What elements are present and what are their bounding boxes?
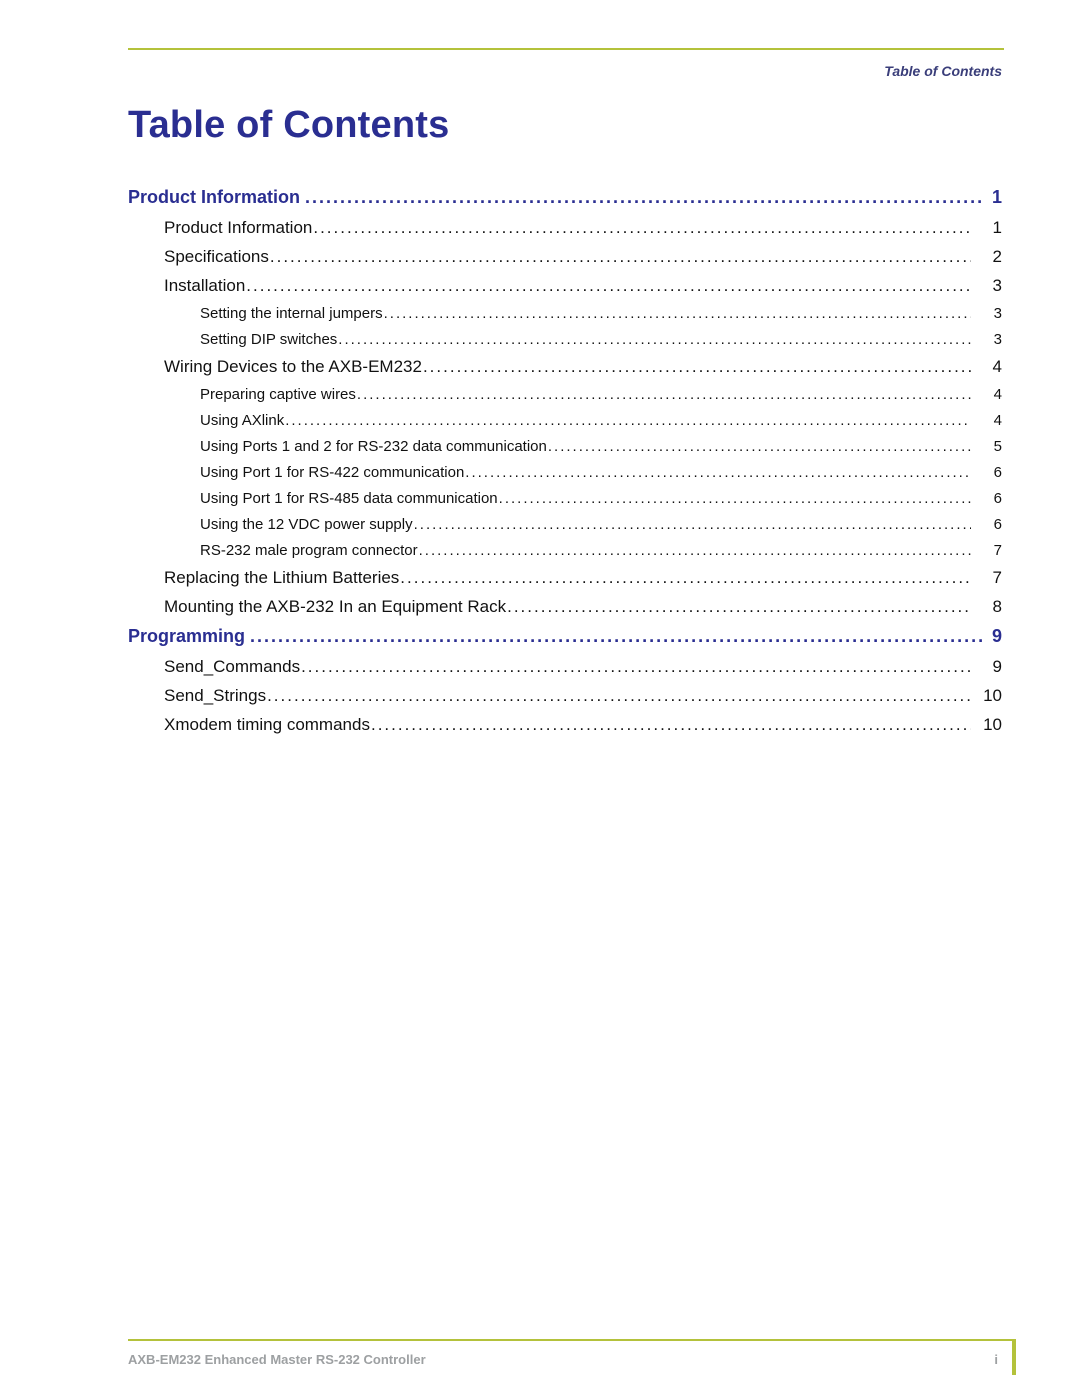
toc-leader-dots: [285, 412, 971, 429]
toc-entry-row: Using Port 1 for RS-485 data communicati…: [128, 490, 1002, 507]
toc-entry-page: 2: [972, 247, 1002, 267]
toc-leader-dots: [419, 542, 971, 559]
toc-entry-page: 3: [972, 276, 1002, 296]
toc-entry-row: Setting the internal jumpers 3: [128, 305, 1002, 322]
toc-section-row: Product Information 1: [128, 187, 1002, 208]
page-title: Table of Contents: [128, 104, 449, 147]
toc-entry-row: Setting DIP switches 3: [128, 331, 1002, 348]
toc-entry-row: Specifications 2: [128, 247, 1002, 267]
toc-section-row: Programming 9: [128, 626, 1002, 647]
toc-entry-label: Using Port 1 for RS-485 data communicati…: [200, 490, 498, 507]
footer-rule-line: [128, 1339, 1016, 1341]
toc-leader-dots: [507, 597, 971, 617]
toc-entry-page: 10: [972, 715, 1002, 735]
toc-entry-label: Using AXlink: [200, 412, 284, 429]
toc-entry-page: 4: [972, 386, 1002, 403]
toc-leader-dots: [423, 357, 971, 377]
toc-entry-row: Product Information 1: [128, 218, 1002, 238]
toc-entry-page: 8: [972, 597, 1002, 617]
toc-entry-page: 9: [986, 626, 1002, 647]
footer-rule: [128, 1339, 1016, 1341]
toc-leader-dots: [465, 464, 971, 481]
toc-entry-label: Installation: [164, 276, 245, 296]
toc-leader-dots: [270, 247, 971, 267]
toc-entry-page: 7: [972, 568, 1002, 588]
toc-entry-label: Product Information: [128, 187, 304, 208]
toc-entry-label: Send_Strings: [164, 686, 266, 706]
toc-entry-row: Using AXlink 4: [128, 412, 1002, 429]
toc-leader-dots: [548, 438, 971, 455]
toc-leader-dots: [246, 276, 971, 296]
toc-entry-page: 7: [972, 542, 1002, 559]
footer-page-number: i: [994, 1352, 998, 1367]
toc-entry-page: 5: [972, 438, 1002, 455]
toc-leader-dots: [301, 657, 971, 677]
toc-entry-row: RS-232 male program connector 7: [128, 542, 1002, 559]
toc-leader-dots: [499, 490, 971, 507]
header-label: Table of Contents: [884, 63, 1002, 79]
toc-entry-label: Using Port 1 for RS-422 communication: [200, 464, 464, 481]
toc-entry-label: Specifications: [164, 247, 269, 267]
toc-entry-row: Mounting the AXB-232 In an Equipment Rac…: [128, 597, 1002, 617]
toc-entry-label: RS-232 male program connector: [200, 542, 418, 559]
toc-entry-row: Send_Strings 10: [128, 686, 1002, 706]
toc-entry-label: Wiring Devices to the AXB-EM232: [164, 357, 422, 377]
toc-entry-label: Setting the internal jumpers: [200, 305, 383, 322]
toc-leader-dots: [313, 218, 971, 238]
toc-entry-page: 3: [972, 305, 1002, 322]
toc-entry-page: 3: [972, 331, 1002, 348]
page: Table of Contents Table of Contents Prod…: [0, 0, 1080, 1397]
toc-leader-dots: [250, 626, 985, 647]
toc-leader-dots: [414, 516, 971, 533]
toc-entry-label: Using Ports 1 and 2 for RS-232 data comm…: [200, 438, 547, 455]
toc-entry-row: Send_Commands 9: [128, 657, 1002, 677]
toc-leader-dots: [338, 331, 971, 348]
table-of-contents: Product Information 1Product Information…: [128, 185, 1002, 744]
toc-leader-dots: [371, 715, 971, 735]
toc-leader-dots: [400, 568, 971, 588]
toc-entry-page: 4: [972, 357, 1002, 377]
toc-entry-page: 9: [972, 657, 1002, 677]
toc-entry-row: Installation 3: [128, 276, 1002, 296]
toc-entry-row: Replacing the Lithium Batteries 7: [128, 568, 1002, 588]
toc-entry-row: Using the 12 VDC power supply 6: [128, 516, 1002, 533]
toc-entry-row: Preparing captive wires 4: [128, 386, 1002, 403]
toc-leader-dots: [305, 187, 985, 208]
toc-entry-page: 10: [972, 686, 1002, 706]
toc-entry-label: Xmodem timing commands: [164, 715, 370, 735]
toc-entry-label: Product Information: [164, 218, 312, 238]
toc-entry-row: Wiring Devices to the AXB-EM232 4: [128, 357, 1002, 377]
toc-entry-row: Xmodem timing commands 10: [128, 715, 1002, 735]
toc-entry-label: Replacing the Lithium Batteries: [164, 568, 399, 588]
toc-entry-page: 6: [972, 464, 1002, 481]
toc-entry-page: 1: [972, 218, 1002, 238]
toc-entry-page: 1: [986, 187, 1002, 208]
toc-entry-label: Using the 12 VDC power supply: [200, 516, 413, 533]
footer-doc-title: AXB-EM232 Enhanced Master RS-232 Control…: [128, 1352, 426, 1367]
toc-entry-row: Using Port 1 for RS-422 communication 6: [128, 464, 1002, 481]
toc-entry-page: 6: [972, 516, 1002, 533]
toc-entry-label: Mounting the AXB-232 In an Equipment Rac…: [164, 597, 506, 617]
toc-entry-label: Setting DIP switches: [200, 331, 337, 348]
toc-entry-label: Programming: [128, 626, 249, 647]
header-rule: [128, 48, 1004, 50]
footer-accent-bar: [1012, 1339, 1016, 1375]
toc-entry-row: Using Ports 1 and 2 for RS-232 data comm…: [128, 438, 1002, 455]
toc-entry-page: 4: [972, 412, 1002, 429]
toc-entry-page: 6: [972, 490, 1002, 507]
toc-leader-dots: [357, 386, 971, 403]
toc-entry-label: Preparing captive wires: [200, 386, 356, 403]
toc-leader-dots: [267, 686, 971, 706]
toc-leader-dots: [384, 305, 971, 322]
toc-entry-label: Send_Commands: [164, 657, 300, 677]
